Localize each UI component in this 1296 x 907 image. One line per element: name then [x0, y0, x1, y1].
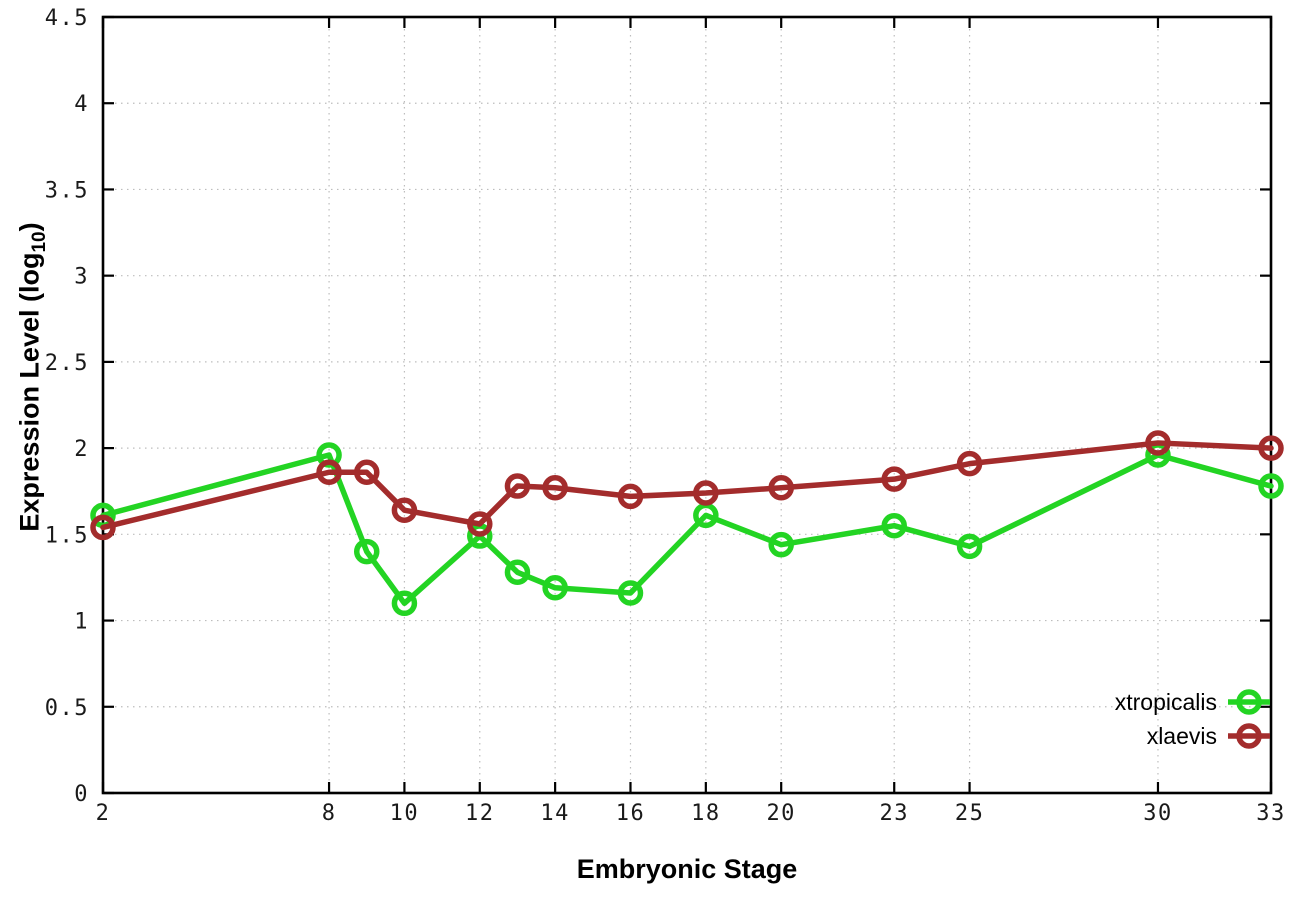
legend-sample-line-icon	[1228, 689, 1270, 715]
data-point-xlaevis-16	[617, 483, 644, 510]
data-point-xlaevis-2	[90, 514, 116, 541]
data-point-xtropicalis-33	[1258, 473, 1284, 499]
data-point-xtropicalis-8	[316, 442, 342, 468]
x-tick-label: 10	[390, 801, 420, 826]
plot-border	[101, 15, 1273, 795]
y-tick-label: 0.5	[45, 696, 89, 721]
data-point-xlaevis-8	[316, 459, 342, 486]
x-tick-label: 23	[879, 801, 909, 826]
y-tick-label: 2	[74, 437, 89, 462]
data-point-xtropicalis-20	[768, 531, 794, 558]
y-tick-label: 4.5	[45, 6, 89, 31]
y-tick-label: 1	[74, 610, 89, 635]
data-point-xlaevis-25	[956, 450, 983, 477]
x-tick-label: 33	[1256, 801, 1286, 826]
data-point-xlaevis-9	[353, 459, 380, 486]
x-tick-label: 20	[766, 801, 796, 826]
y-axis-title: Expression Level (log10)	[14, 222, 50, 532]
data-point-xlaevis-10	[391, 497, 418, 523]
legend-entry-xlaevis: xlaevis	[1147, 721, 1272, 751]
data-point-xtropicalis-25	[956, 533, 983, 560]
x-tick-label: 12	[465, 801, 495, 826]
x-tick-label: 8	[322, 801, 337, 826]
x-tick-label: 14	[540, 801, 570, 826]
legend: xtropicalis xlaevis	[1115, 687, 1272, 751]
legend-label-xtropicalis: xtropicalis	[1114, 688, 1217, 715]
data-point-xlaevis-18	[693, 480, 719, 506]
series-line-xtropicalis	[100, 452, 1274, 607]
data-point-xtropicalis-16	[617, 580, 644, 606]
y-tick-label: 4	[74, 92, 89, 117]
data-point-xtropicalis-9	[353, 538, 380, 565]
data-point-xtropicalis-23	[881, 512, 907, 539]
x-axis-title: Embryonic Stage	[576, 854, 798, 884]
data-point-xlaevis-20	[768, 475, 794, 501]
data-point-xlaevis-12	[467, 511, 493, 537]
data-point-xtropicalis-10	[391, 590, 418, 617]
y-tick-label: 3.5	[45, 178, 89, 203]
y-tick-label: 2.5	[45, 351, 89, 376]
x-tick-label: 25	[955, 801, 985, 826]
data-point-xlaevis-13	[504, 473, 531, 499]
data-point-xtropicalis-14	[542, 575, 568, 601]
data-point-xtropicalis-13	[504, 559, 531, 586]
x-tick-label: 2	[96, 801, 111, 826]
y-axis-title-main: Expression Level (log	[14, 252, 45, 532]
legend-label-xlaevis: xlaevis	[1146, 722, 1217, 749]
y-tick-label: 3	[74, 265, 89, 290]
x-tick-label: 18	[691, 801, 721, 826]
x-tick-label: 30	[1143, 801, 1173, 826]
y-tick-label: 0	[74, 782, 89, 807]
y-axis-title-subscript: 10	[28, 231, 50, 253]
data-point-xlaevis-30	[1145, 430, 1171, 456]
legend-sample-line-icon	[1228, 723, 1270, 749]
x-tick-label: 16	[616, 801, 646, 826]
data-point-xlaevis-33	[1258, 435, 1284, 461]
legend-entry-xtropicalis: xtropicalis	[1115, 687, 1272, 717]
data-point-xlaevis-23	[881, 466, 907, 492]
y-axis-title-suffix: )	[14, 222, 45, 232]
data-point-xlaevis-14	[542, 475, 568, 501]
y-tick-label: 1.5	[45, 523, 89, 548]
